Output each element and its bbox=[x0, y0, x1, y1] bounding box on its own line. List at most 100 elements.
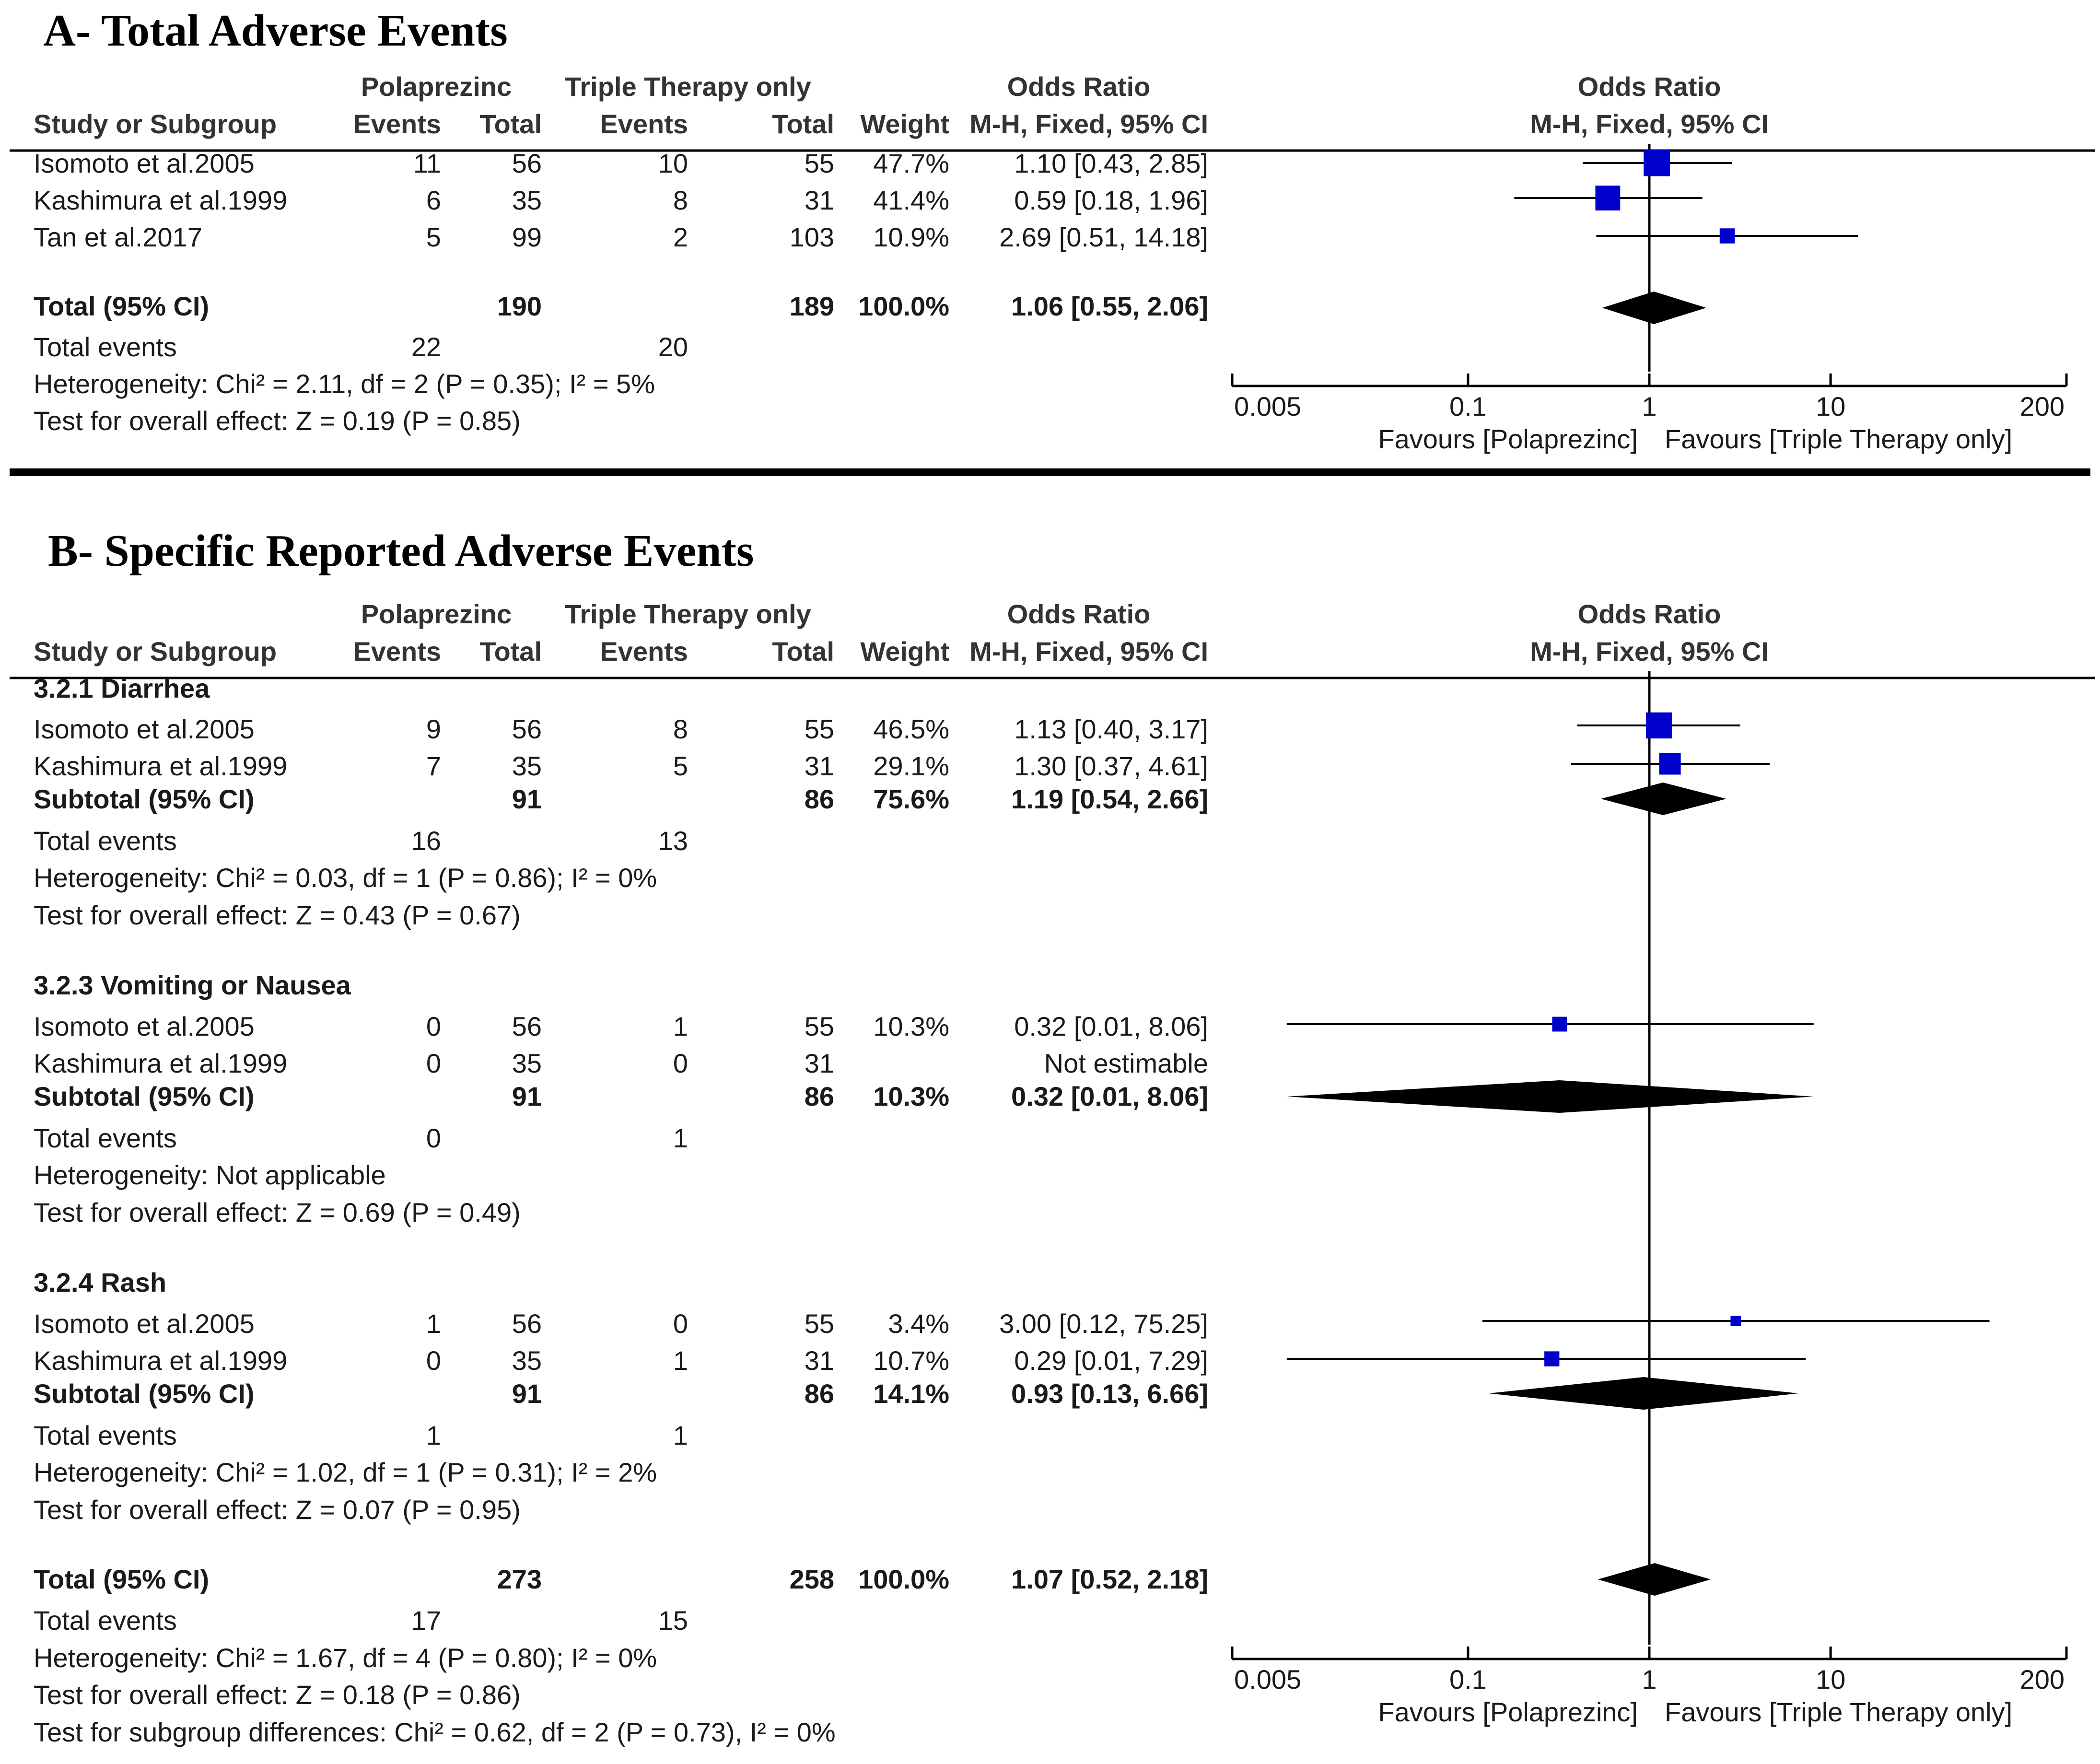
study-label: Kashimura et al.1999 bbox=[34, 185, 287, 215]
events-triple: 20 bbox=[658, 332, 688, 362]
header-or-text-top: Odds Ratio bbox=[1007, 71, 1151, 102]
x-tick-label: 0.005 bbox=[1234, 1664, 1301, 1694]
events-polaprezinc: 6 bbox=[426, 185, 441, 215]
total-label: Total (95% CI) bbox=[34, 291, 209, 321]
weight-value: 100.0% bbox=[858, 1564, 949, 1594]
stat-note: Test for overall effect: Z = 0.18 (P = 0… bbox=[34, 1680, 521, 1710]
or-ci-value: 3.00 [0.12, 75.25] bbox=[999, 1308, 1208, 1339]
total-polaprezinc: 91 bbox=[512, 1081, 542, 1111]
total-triple: 31 bbox=[805, 1048, 834, 1078]
total-polaprezinc: 273 bbox=[497, 1564, 542, 1594]
total-polaprezinc: 56 bbox=[512, 714, 542, 744]
subgroup-heading: 3.2.4 Rash bbox=[34, 1267, 166, 1297]
weight-value: 10.3% bbox=[873, 1011, 949, 1041]
stat-note: Test for overall effect: Z = 0.07 (P = 0… bbox=[34, 1495, 521, 1525]
x-tick-label: 10 bbox=[1816, 1664, 1845, 1694]
header-total2-col: Total bbox=[772, 636, 834, 666]
total-triple: 31 bbox=[805, 185, 834, 215]
favours-right-label: Favours [Triple Therapy only] bbox=[1665, 424, 2012, 454]
header-events2-col: Events bbox=[600, 636, 688, 666]
total-polaprezinc: 35 bbox=[512, 751, 542, 781]
events-triple: 1 bbox=[673, 1123, 688, 1153]
header-events1-col: Events bbox=[353, 636, 441, 666]
subtotal-label: Subtotal (95% CI) bbox=[34, 1081, 254, 1111]
x-tick-label: 0.1 bbox=[1449, 391, 1487, 421]
total-triple: 55 bbox=[805, 714, 834, 744]
events-triple: 5 bbox=[673, 751, 688, 781]
study-point bbox=[1595, 186, 1621, 210]
events-polaprezinc: 0 bbox=[426, 1345, 441, 1376]
panel-b-title: B- Specific Reported Adverse Events bbox=[48, 526, 754, 576]
total-triple: 86 bbox=[805, 784, 834, 814]
total-triple: 55 bbox=[805, 1308, 834, 1339]
stat-note: Test for subgroup differences: Chi² = 0.… bbox=[34, 1717, 836, 1747]
events-triple: 0 bbox=[673, 1048, 688, 1078]
header-weight-col: Weight bbox=[860, 636, 949, 666]
x-tick-label: 1 bbox=[1642, 391, 1657, 421]
weight-value: 47.7% bbox=[873, 148, 949, 178]
header-or-plot-bot: M-H, Fixed, 95% CI bbox=[1530, 109, 1769, 139]
weight-value: 10.3% bbox=[873, 1081, 949, 1111]
header-or-text-top: Odds Ratio bbox=[1007, 599, 1151, 629]
pooled-diamond bbox=[1602, 292, 1706, 324]
events-triple: 0 bbox=[673, 1308, 688, 1339]
header-or-plot-top: Odds Ratio bbox=[1578, 599, 1721, 629]
favours-left-label: Favours [Polaprezinc] bbox=[1378, 424, 1638, 454]
events-polaprezinc: 22 bbox=[411, 332, 441, 362]
events-polaprezinc: 0 bbox=[426, 1011, 441, 1041]
pooled-diamond bbox=[1600, 783, 1727, 815]
stat-note: Test for overall effect: Z = 0.43 (P = 0… bbox=[34, 900, 521, 930]
x-tick-label: 0.005 bbox=[1234, 391, 1301, 421]
events-label: Total events bbox=[34, 332, 177, 362]
events-label: Total events bbox=[34, 1123, 177, 1153]
study-label: Tan et al.2017 bbox=[34, 222, 202, 252]
total-triple: 189 bbox=[790, 291, 834, 321]
events-polaprezinc: 16 bbox=[411, 826, 441, 856]
events-polaprezinc: 0 bbox=[426, 1123, 441, 1153]
weight-value: 3.4% bbox=[888, 1308, 949, 1339]
study-label: Isomoto et al.2005 bbox=[34, 714, 255, 744]
stat-note: Heterogeneity: Chi² = 1.67, df = 4 (P = … bbox=[34, 1643, 657, 1673]
favours-right-label: Favours [Triple Therapy only] bbox=[1665, 1697, 2012, 1727]
header-group1: Polaprezinc bbox=[361, 599, 512, 629]
weight-value: 46.5% bbox=[873, 714, 949, 744]
events-triple: 10 bbox=[658, 148, 688, 178]
study-point bbox=[1645, 712, 1672, 739]
header-or-text-bot: M-H, Fixed, 95% CI bbox=[969, 636, 1208, 666]
weight-value: 14.1% bbox=[873, 1378, 949, 1409]
or-ci-value: 1.13 [0.40, 3.17] bbox=[1014, 714, 1208, 744]
study-label: Isomoto et al.2005 bbox=[34, 1011, 255, 1041]
events-triple: 8 bbox=[673, 714, 688, 744]
total-polaprezinc: 35 bbox=[512, 185, 542, 215]
study-label: Isomoto et al.2005 bbox=[34, 148, 255, 178]
header-events1-col: Events bbox=[353, 109, 441, 139]
events-polaprezinc: 9 bbox=[426, 714, 441, 744]
subtotal-label: Subtotal (95% CI) bbox=[34, 784, 254, 814]
stat-note: Heterogeneity: Chi² = 1.02, df = 1 (P = … bbox=[34, 1457, 657, 1487]
or-ci-value: 1.10 [0.43, 2.85] bbox=[1014, 148, 1208, 178]
total-triple: 55 bbox=[805, 1011, 834, 1041]
total-triple: 31 bbox=[805, 1345, 834, 1376]
header-group2: Triple Therapy only bbox=[565, 599, 811, 629]
total-label: Total (95% CI) bbox=[34, 1564, 209, 1594]
study-point bbox=[1719, 228, 1735, 244]
events-label: Total events bbox=[34, 1605, 177, 1635]
weight-value: 75.6% bbox=[873, 784, 949, 814]
pooled-diamond bbox=[1598, 1563, 1711, 1596]
or-ci-value: 1.19 [0.54, 2.66] bbox=[1011, 784, 1208, 814]
header-total2-col: Total bbox=[772, 109, 834, 139]
total-polaprezinc: 91 bbox=[512, 784, 542, 814]
events-triple: 8 bbox=[673, 185, 688, 215]
header-total1-col: Total bbox=[479, 109, 542, 139]
header-or-plot-top: Odds Ratio bbox=[1578, 71, 1721, 102]
stat-note: Heterogeneity: Not applicable bbox=[34, 1160, 386, 1190]
study-point bbox=[1544, 1351, 1560, 1367]
weight-value: 29.1% bbox=[873, 751, 949, 781]
total-triple: 55 bbox=[805, 148, 834, 178]
pooled-diamond bbox=[1488, 1377, 1799, 1410]
or-ci-value: 2.69 [0.51, 14.18] bbox=[999, 222, 1208, 252]
events-polaprezinc: 1 bbox=[426, 1420, 441, 1450]
stat-note: Test for overall effect: Z = 0.19 (P = 0… bbox=[34, 406, 521, 436]
study-point bbox=[1730, 1316, 1741, 1326]
